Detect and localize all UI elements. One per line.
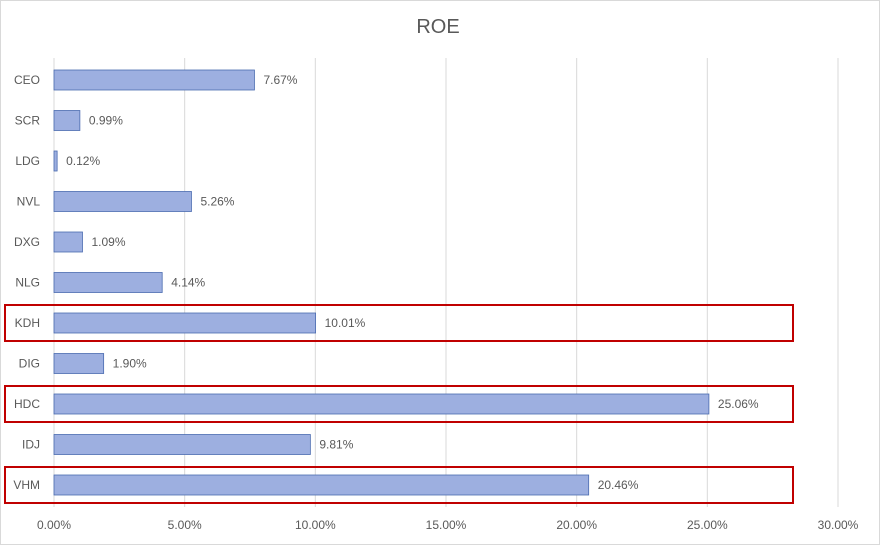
- highlight-box: [4, 466, 794, 504]
- data-label: 4.14%: [171, 276, 205, 290]
- category-label: SCR: [15, 114, 41, 128]
- x-tick-label: 20.00%: [556, 518, 597, 532]
- highlight-box: [4, 304, 794, 342]
- bar: [53, 474, 590, 496]
- category-label: IDJ: [22, 438, 40, 452]
- x-tick-label: 5.00%: [168, 518, 202, 532]
- value-labels: 7.67% 0.99% 0.12% 5.26% 1.09% 4.14% 10.01% 1.90…: [66, 73, 759, 492]
- category-label: NLG: [15, 276, 40, 290]
- data-label: 1.09%: [91, 235, 125, 249]
- x-tick-label: 15.00%: [426, 518, 467, 532]
- category-label: NVL: [17, 195, 41, 209]
- bar: [53, 393, 710, 415]
- x-tick-labels: 0.00% 5.00% 10.00% 15.00% 20.00% 25.00% 30.00%: [37, 518, 859, 532]
- chart-title: ROE: [416, 16, 459, 38]
- data-label: 0.99%: [89, 114, 123, 128]
- x-tick-label: 10.00%: [295, 518, 336, 532]
- category-labels: CEO SCR LDG NVL DXG NLG KDH DIG HDC IDJ VHM: [13, 73, 40, 492]
- highlight-boxes: [4, 304, 794, 504]
- x-tick-label: 0.00%: [37, 518, 71, 532]
- bar: [53, 353, 105, 374]
- data-label: 10.01%: [325, 316, 366, 330]
- bar: [53, 110, 81, 131]
- category-label: HDC: [14, 397, 40, 411]
- data-label: 7.67%: [263, 73, 297, 87]
- category-label: KDH: [15, 316, 40, 330]
- category-label: DIG: [19, 357, 40, 371]
- data-label: 0.12%: [66, 154, 100, 168]
- highlight-box: [4, 385, 794, 423]
- bar: [53, 312, 316, 334]
- data-label: 1.90%: [113, 357, 147, 371]
- grid-lines: [53, 58, 839, 507]
- x-tick-label: 30.00%: [818, 518, 859, 532]
- bar: [53, 191, 192, 212]
- x-tick-label: 25.00%: [687, 518, 728, 532]
- data-label: 5.26%: [200, 195, 234, 209]
- data-label: 20.46%: [598, 478, 639, 492]
- data-label: 25.06%: [718, 397, 759, 411]
- bar: [53, 150, 58, 172]
- bar: [53, 69, 255, 91]
- category-label: LDG: [15, 154, 40, 168]
- category-label: CEO: [14, 73, 40, 87]
- bar: [53, 231, 83, 253]
- bar: [53, 272, 163, 293]
- category-label: VHM: [13, 478, 40, 492]
- data-label: 9.81%: [319, 438, 353, 452]
- bars: [53, 69, 710, 496]
- bar: [53, 434, 311, 455]
- category-label: DXG: [14, 235, 40, 249]
